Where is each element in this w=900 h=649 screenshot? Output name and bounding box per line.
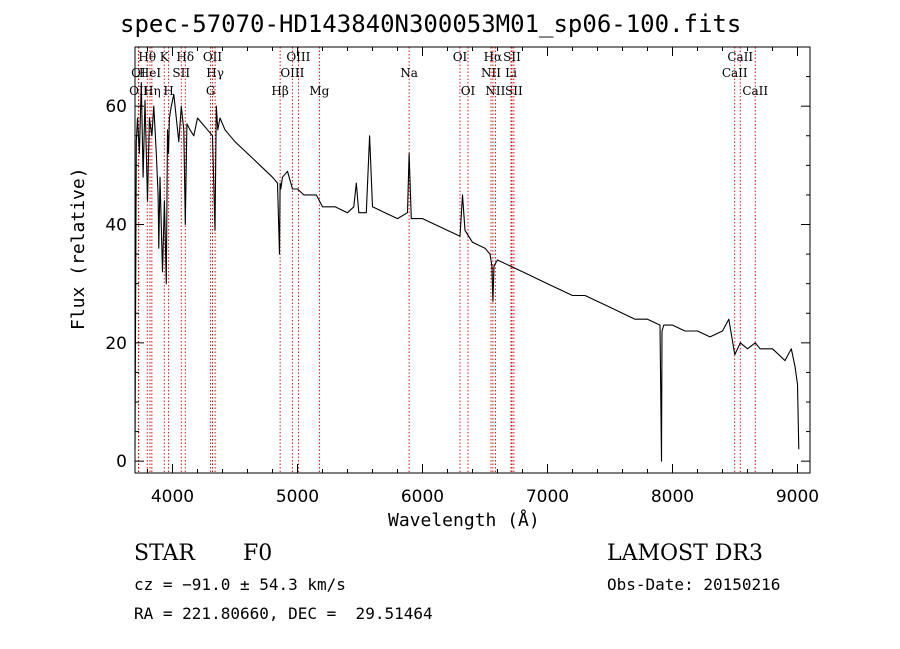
- chart-title: spec-57070-HD143840N300053M01_sp06-100.f…: [120, 10, 742, 38]
- line-label-17: OI: [453, 50, 468, 64]
- line-label-19: Hα: [484, 50, 503, 64]
- observation-date: Obs-Date: 20150216: [607, 575, 781, 594]
- line-label-25: CaII: [727, 50, 753, 64]
- line-label-5: K: [160, 50, 170, 64]
- line-label-26: CaII: [722, 66, 748, 80]
- spectral-line-markers: [137, 47, 756, 473]
- object-subclass: F0: [243, 541, 273, 566]
- line-label-8: Hδ: [176, 50, 194, 64]
- line-label-1: OII: [129, 84, 149, 98]
- line-label-4: Hη: [143, 84, 161, 98]
- spectrum-trace: [134, 81, 800, 462]
- line-label-7: H: [163, 84, 173, 98]
- line-label-21: NII: [481, 66, 501, 80]
- x-tick-label-4: 8000: [651, 487, 694, 507]
- line-label-13: OIII: [286, 50, 310, 64]
- line-label-24: SII: [505, 84, 523, 98]
- x-tick-label-2: 6000: [401, 487, 444, 507]
- line-label-20: SII: [503, 50, 521, 64]
- x-tick-label-0: 4000: [151, 487, 194, 507]
- y-tick-label-2: 40: [105, 216, 127, 236]
- line-label-10: Hγ: [206, 66, 224, 80]
- x-tick-label-1: 5000: [276, 487, 319, 507]
- line-label-11: G: [206, 84, 216, 98]
- line-label-3: HeI: [139, 66, 162, 80]
- x-axis-label: Wavelength (Å): [388, 510, 540, 531]
- line-label-14: OIII: [280, 66, 304, 80]
- x-tick-label-3: 7000: [526, 487, 569, 507]
- line-label-16: Na: [400, 66, 418, 80]
- y-tick-label-0: 0: [116, 452, 127, 472]
- y-tick-label-1: 20: [105, 334, 127, 354]
- line-label-27: CaII: [742, 84, 768, 98]
- redshift-cz: cz = −91.0 ± 54.3 km/s: [134, 575, 346, 594]
- line-label-23: NII: [485, 84, 505, 98]
- line-label-12: Hβ: [271, 84, 288, 98]
- line-label-2: Hθ: [138, 50, 156, 64]
- line-label-18: OI: [461, 84, 476, 98]
- ra-dec-coordinates: RA = 221.80660, DEC = 29.51464: [134, 604, 433, 623]
- axes: 4000 5000 6000 7000 8000 9000 0 20 40 60: [105, 47, 819, 507]
- object-class: STAR: [134, 541, 195, 566]
- line-label-9: OII: [203, 50, 223, 64]
- y-axis-label: Flux (relative): [68, 167, 89, 330]
- x-tick-label-5: 9000: [776, 487, 819, 507]
- y-tick-label-3: 60: [105, 97, 127, 117]
- line-label-15: Mg: [309, 84, 329, 98]
- survey-name: LAMOST DR3: [607, 541, 763, 566]
- line-label-22: Li: [505, 66, 517, 80]
- plot-frame: [134, 46, 811, 474]
- line-label-6: SII: [172, 66, 190, 80]
